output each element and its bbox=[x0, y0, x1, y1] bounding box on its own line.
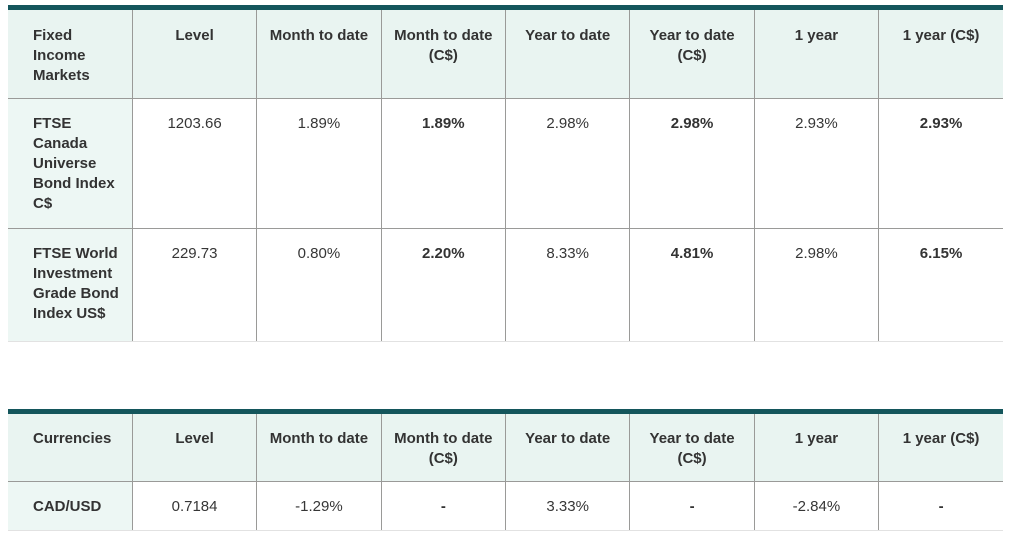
header-year-to-date-cad: Year to date (C$) bbox=[629, 7, 755, 99]
data-cell-level: 229.73 bbox=[132, 228, 258, 342]
data-cell-ytd-cad: - bbox=[629, 481, 755, 531]
header-1-year: 1 year bbox=[754, 411, 880, 482]
row-label: FTSE World Investment Grade Bond Index U… bbox=[8, 228, 133, 342]
header-1-year-cad: 1 year (C$) bbox=[878, 411, 1003, 482]
currencies-header-row: Currencies Level Month to date Month to … bbox=[8, 411, 1003, 482]
data-cell-ytd: 2.98% bbox=[505, 98, 631, 229]
data-cell-ytd: 8.33% bbox=[505, 228, 631, 342]
table-row: CAD/USD 0.7184 -1.29% - 3.33% - -2.84% - bbox=[8, 481, 1003, 531]
header-year-to-date-cad: Year to date (C$) bbox=[629, 411, 755, 482]
row-label: FTSE Canada Universe Bond Index C$ bbox=[8, 98, 133, 229]
data-cell-ytd-cad: 4.81% bbox=[629, 228, 755, 342]
data-cell-ytd: 3.33% bbox=[505, 481, 631, 531]
header-month-to-date-cad: Month to date (C$) bbox=[381, 411, 507, 482]
currencies-table: Currencies Level Month to date Month to … bbox=[8, 409, 1003, 531]
data-cell-mtd: 0.80% bbox=[256, 228, 382, 342]
header-level: Level bbox=[132, 7, 258, 99]
header-fixed-income-markets: Fixed Income Markets bbox=[8, 7, 133, 99]
fixed-income-header-row: Fixed Income Markets Level Month to date… bbox=[8, 7, 1003, 99]
table-row: FTSE World Investment Grade Bond Index U… bbox=[8, 228, 1003, 342]
data-cell-level: 1203.66 bbox=[132, 98, 258, 229]
data-cell-1yr-cad: 2.93% bbox=[878, 98, 1003, 229]
data-cell-ytd-cad: 2.98% bbox=[629, 98, 755, 229]
data-cell-1yr-cad: - bbox=[878, 481, 1003, 531]
data-cell-1yr: -2.84% bbox=[754, 481, 880, 531]
header-level: Level bbox=[132, 411, 258, 482]
header-month-to-date: Month to date bbox=[256, 7, 382, 99]
header-1-year-cad: 1 year (C$) bbox=[878, 7, 1003, 99]
data-cell-level: 0.7184 bbox=[132, 481, 258, 531]
header-year-to-date: Year to date bbox=[505, 411, 631, 482]
header-month-to-date-cad: Month to date (C$) bbox=[381, 7, 507, 99]
header-1-year: 1 year bbox=[754, 7, 880, 99]
header-month-to-date: Month to date bbox=[256, 411, 382, 482]
data-cell-mtd-cad: 1.89% bbox=[381, 98, 507, 229]
data-cell-1yr: 2.98% bbox=[754, 228, 880, 342]
table-row: FTSE Canada Universe Bond Index C$ 1203.… bbox=[8, 98, 1003, 229]
header-year-to-date: Year to date bbox=[505, 7, 631, 99]
data-cell-1yr-cad: 6.15% bbox=[878, 228, 1003, 342]
row-label: CAD/USD bbox=[8, 481, 133, 531]
data-cell-1yr: 2.93% bbox=[754, 98, 880, 229]
data-cell-mtd: 1.89% bbox=[256, 98, 382, 229]
header-currencies: Currencies bbox=[8, 411, 133, 482]
fixed-income-markets-table: Fixed Income Markets Level Month to date… bbox=[8, 5, 1003, 342]
data-cell-mtd-cad: 2.20% bbox=[381, 228, 507, 342]
data-cell-mtd: -1.29% bbox=[256, 481, 382, 531]
data-cell-mtd-cad: - bbox=[381, 481, 507, 531]
